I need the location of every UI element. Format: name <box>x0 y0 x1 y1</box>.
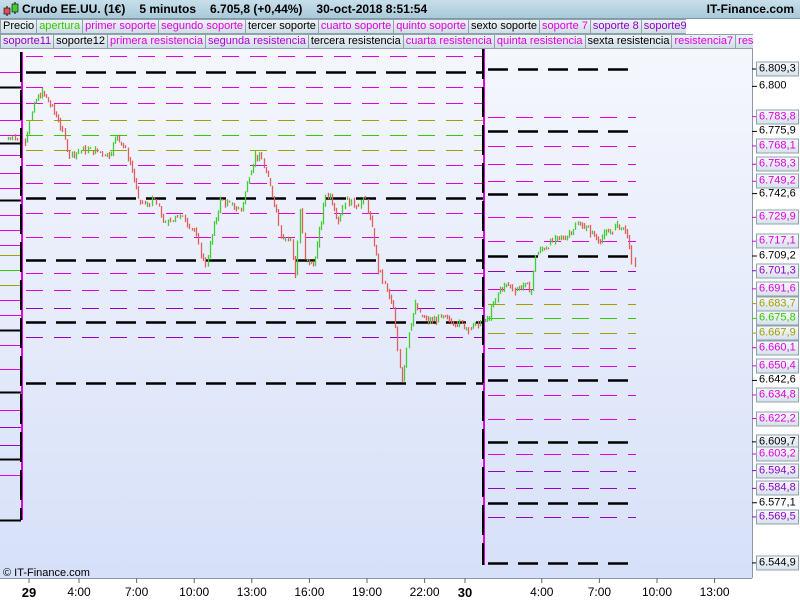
price-bars <box>7 87 637 383</box>
y-tick-label: 6.783,8 <box>756 109 799 125</box>
y-tick-label: 6.660,1 <box>756 340 799 356</box>
title-bar: Crudo EE.UU. (1€) 5 minutos 6.705,8 (+0,44… <box>0 0 800 19</box>
legend-item[interactable]: primera resistencia <box>107 34 206 49</box>
datetime: 30-oct-2018 8:51:54 <box>316 2 428 16</box>
y-tick-label: 6.800 <box>759 79 787 92</box>
legend-item[interactable]: tercer soporte <box>245 19 319 34</box>
y-tick-label: 6.569,5 <box>756 509 799 525</box>
last-price: 6.705,8 (+0,44%) <box>210 2 303 16</box>
x-tick-label: 7:00 <box>587 585 612 599</box>
y-tick-label: 6.768,1 <box>756 138 799 154</box>
x-tick-label: 19:00 <box>351 585 383 599</box>
x-tick-label: 29 <box>21 585 37 600</box>
legend-item[interactable]: segundo soporte <box>158 19 247 34</box>
y-tick-label: 6.809,3 <box>756 61 799 77</box>
legend-item[interactable]: soporte9 <box>640 19 686 34</box>
legend-item[interactable]: res <box>735 34 753 49</box>
x-tick-label: 7:00 <box>124 585 149 599</box>
price-chart[interactable] <box>0 49 800 600</box>
legend-item[interactable]: apertura <box>36 19 84 34</box>
day-dividers <box>20 49 485 565</box>
y-tick-label: 6.742,6 <box>759 187 796 200</box>
legend-item[interactable]: sexto soporte <box>467 19 541 34</box>
legend-row-1: Precio apertura primer soporte segundo sopo… <box>0 19 686 34</box>
legend-item[interactable]: soporte11 <box>0 34 55 49</box>
x-tick-label: 16:00 <box>294 585 325 599</box>
pivot-levels <box>0 56 636 565</box>
y-tick-label: 6.749,2 <box>756 173 799 189</box>
plot-area <box>0 49 752 578</box>
x-tick-label: 13:00 <box>236 585 267 599</box>
x-tick-label: 10:00 <box>641 585 673 599</box>
y-tick-label: 6.634,8 <box>756 387 799 403</box>
x-axis-ticks <box>28 578 716 583</box>
y-tick-label: 6.691,6 <box>756 281 799 297</box>
y-tick-label: 6.709,2 <box>759 249 796 262</box>
y-tick-label: 6.775,9 <box>759 124 796 137</box>
x-tick-label: 4:00 <box>67 585 91 599</box>
legend-item[interactable]: resistencia7 <box>671 34 737 49</box>
x-tick-label: 30 <box>457 585 473 600</box>
y-tick-label: 6.701,3 <box>756 263 799 279</box>
legend-item[interactable]: soporte12 <box>53 34 109 49</box>
legend-item[interactable]: tercera resistencia <box>307 34 404 49</box>
y-tick-label: 6.683,7 <box>756 296 799 312</box>
y-tick-label: 6.622,2 <box>756 411 799 426</box>
y-tick-label: 6.729,9 <box>756 209 799 225</box>
y-tick-label: 6.675,8 <box>756 310 799 326</box>
y-tick-label: 6.717,1 <box>756 233 799 249</box>
chart-title: Crudo EE.UU. (1€) 5 minutos 6.705,8 (+0,44… <box>22 2 441 16</box>
y-tick-label: 6.609,7 <box>756 434 799 450</box>
legend-row-2: soporte11 soporte12 primera resistencia seg… <box>0 34 753 49</box>
x-axis-panel <box>0 578 800 600</box>
candlestick-logo-icon <box>3 2 19 16</box>
x-tick-label: 13:00 <box>699 585 730 599</box>
legend-item[interactable]: quinto soporte <box>393 19 469 34</box>
legend-item[interactable]: soporte 7 <box>539 19 591 34</box>
x-tick-label: 22:00 <box>409 585 440 599</box>
y-tick-label: 6.667,9 <box>756 325 799 341</box>
legend-item[interactable]: Precio <box>0 19 38 34</box>
x-tick-label: 4:00 <box>530 585 554 599</box>
legend-item[interactable]: cuarta resistencia <box>402 34 495 49</box>
y-tick-label: 6.642,6 <box>759 373 796 386</box>
y-tick-label: 6.603,2 <box>756 446 799 462</box>
y-tick-label: 6.584,8 <box>756 480 799 496</box>
y-tick-label: 6.594,3 <box>756 463 799 479</box>
copyright: © IT-Finance.com <box>3 567 90 579</box>
instrument-name: Crudo EE.UU. (1€) <box>22 2 126 16</box>
legend-item[interactable]: quinta resistencia <box>493 34 586 49</box>
y-tick-label: 6.650,4 <box>756 358 799 374</box>
interval[interactable]: 5 minutos <box>139 2 197 16</box>
legend-item[interactable]: cuarto soporte <box>317 19 395 34</box>
legend-item[interactable]: soporte 8 <box>589 19 642 34</box>
y-tick-label: 6.758,3 <box>756 156 799 172</box>
legend-item[interactable]: sexta resistencia <box>584 34 673 49</box>
brand-name[interactable]: IT-Finance.com <box>706 2 794 16</box>
y-tick-label: 6.544,9 <box>756 555 799 571</box>
x-tick-label: 10:00 <box>179 585 210 599</box>
y-tick-label: 6.577,1 <box>759 496 796 509</box>
legend-item[interactable]: primer soporte <box>82 19 160 34</box>
legend-item[interactable]: segunda resistencia <box>204 34 309 49</box>
